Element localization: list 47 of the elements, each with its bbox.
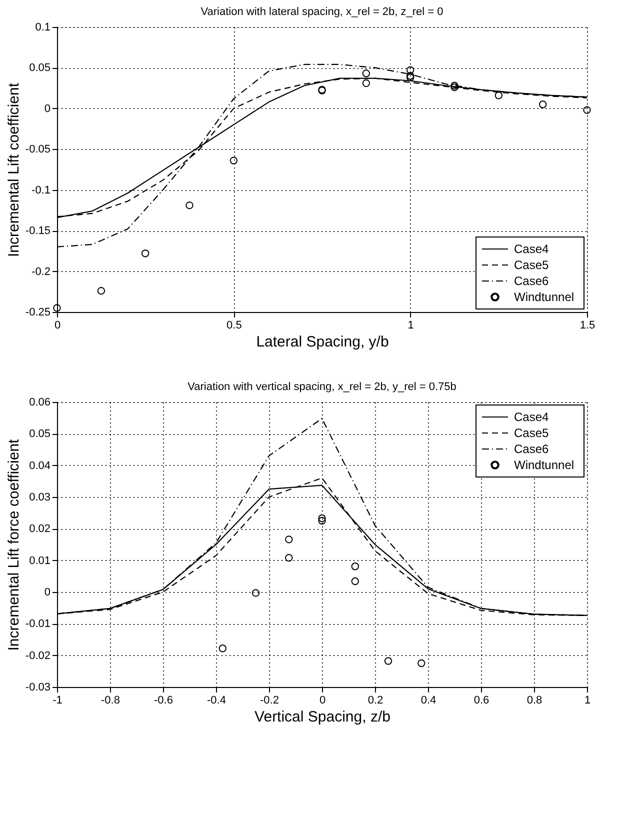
y-tick-label: -0.03 [25, 682, 50, 694]
y-axis-title: Incremental Lift coefficient [5, 82, 22, 257]
y-tick-label: 0.05 [29, 428, 50, 440]
y-tick-label: -0.02 [25, 650, 50, 662]
legend-label: Windtunnel [514, 290, 574, 304]
x-tick-label: 0.2 [368, 694, 384, 706]
y-tick-label: 0.01 [29, 554, 50, 567]
legend-label: Case4 [514, 410, 550, 424]
y-tick-label: 0.06 [29, 396, 50, 408]
legend-label: Windtunnel [514, 458, 574, 472]
y-tick-label: -0.15 [25, 225, 50, 238]
y-tick-label: 0.1 [35, 22, 50, 34]
legend-label: Case6 [514, 274, 550, 288]
x-tick-label: 0.6 [474, 694, 490, 706]
chart-title: Variation with lateral spacing, x_rel = 2b, z_rel = 0 [200, 6, 444, 18]
x-tick-label: 0 [319, 694, 326, 706]
y-tick-label: -0.01 [25, 618, 50, 630]
legend-label: Case4 [514, 242, 550, 256]
y-tick-label: 0.04 [29, 460, 50, 472]
x-tick-label: -0.2 [260, 694, 279, 706]
x-tick-label: -0.8 [101, 694, 120, 706]
x-axis-title: Lateral Spacing, y/b [256, 334, 389, 350]
x-tick-label: 1 [584, 694, 591, 706]
x-tick-label: 0.8 [526, 694, 542, 706]
y-tick-label: -0.05 [25, 144, 50, 156]
x-tick-label: 0.5 [226, 320, 242, 332]
x-tick-label: -1 [52, 694, 62, 706]
legend-label: Case5 [514, 258, 550, 272]
y-tick-label: 0 [44, 586, 50, 598]
y-tick-label: 0.03 [29, 492, 50, 504]
y-tick-label: -0.25 [25, 306, 50, 318]
legend-label: Case6 [514, 442, 550, 456]
x-tick-label: -0.6 [154, 694, 173, 706]
x-tick-label: 0.4 [420, 694, 436, 706]
y-axis-title: Incremental Lift force coefficient [5, 438, 22, 651]
legend-label: Case5 [514, 426, 550, 440]
x-tick-label: 1 [408, 320, 414, 332]
y-tick-label: 0.02 [29, 523, 50, 536]
y-tick-label: -0.2 [32, 266, 50, 278]
x-tick-label: -0.4 [207, 694, 226, 706]
x-tick-label: 1.5 [580, 320, 596, 332]
x-tick-label: 0 [54, 320, 61, 332]
y-tick-label: -0.1 [32, 184, 50, 196]
y-tick-label: 0 [44, 102, 50, 115]
chart-title: Variation with vertical spacing, x_rel = 2b, y_rel = 0.75b [188, 381, 456, 393]
y-tick-label: 0.05 [29, 62, 50, 74]
x-axis-title: Vertical Spacing, z/b [254, 708, 390, 726]
